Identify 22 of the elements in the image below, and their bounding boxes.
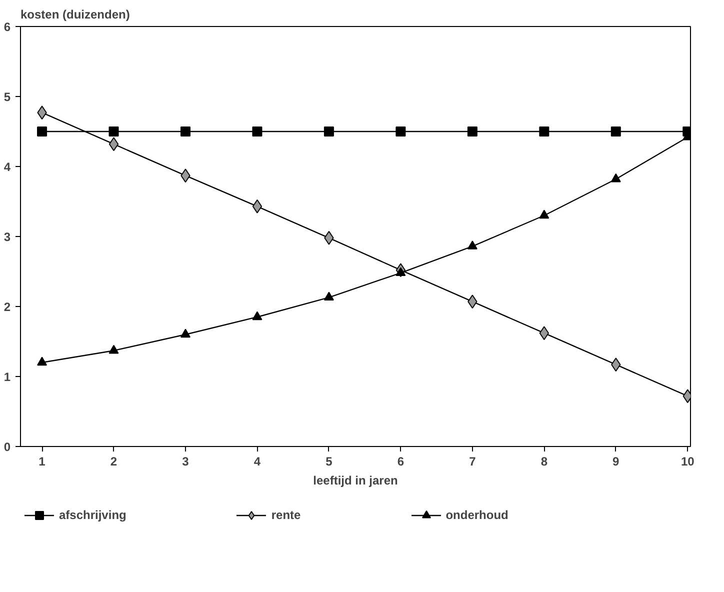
legend-label: rente xyxy=(271,508,301,522)
x-axis-title: leeftijd in jaren xyxy=(313,474,398,488)
x-tick-label: 2 xyxy=(110,454,118,468)
x-tick-label: 10 xyxy=(680,454,695,468)
y-tick-label: 4 xyxy=(4,160,11,174)
legend-label: afschrijving xyxy=(59,508,126,522)
y-tick-label: 6 xyxy=(4,20,11,34)
y-tick-label: 2 xyxy=(4,300,11,314)
y-tick-label: 1 xyxy=(4,370,11,384)
x-tick-label: 7 xyxy=(469,454,476,468)
x-tick-label: 6 xyxy=(397,454,404,468)
x-tick-label: 8 xyxy=(540,454,548,468)
y-tick-label: 5 xyxy=(4,90,11,104)
x-tick-label: 4 xyxy=(254,454,261,468)
y-tick-label: 0 xyxy=(4,440,11,454)
legend-label: onderhoud xyxy=(446,508,508,522)
x-tick-label: 9 xyxy=(612,454,620,468)
x-tick-label: 5 xyxy=(326,454,333,468)
x-tick-label: 3 xyxy=(182,454,190,468)
x-tick-label: 1 xyxy=(38,454,46,468)
y-axis-title: kosten (duizenden) xyxy=(20,8,130,22)
y-tick-label: 3 xyxy=(4,230,11,244)
